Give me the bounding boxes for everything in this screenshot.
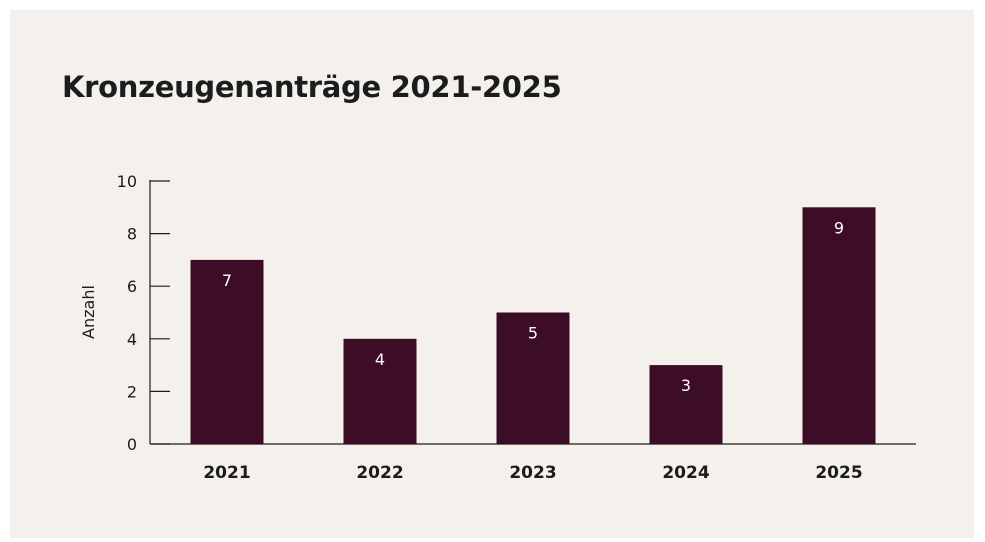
bar-2025 — [802, 207, 876, 444]
data-label: 3 — [681, 376, 691, 395]
y-tick-label: 2 — [127, 382, 137, 401]
y-tick-label: 8 — [127, 225, 137, 244]
x-tick-label: 2025 — [815, 463, 862, 483]
y-axis-label: Anzahl — [79, 285, 98, 339]
chart-bars — [190, 207, 876, 444]
x-tick-label: 2021 — [203, 463, 250, 483]
bar-2022 — [343, 338, 417, 444]
x-tick-label: 2024 — [662, 463, 709, 483]
bar-2021 — [190, 259, 264, 444]
bar-2024 — [649, 365, 723, 444]
data-label: 9 — [834, 218, 844, 237]
chart-labels: 0 2 4 6 8 10 Anzahl 7 2021 4 2022 5 2023 3 2024 9 2025 — [79, 172, 863, 483]
y-tick-label: 0 — [127, 435, 137, 454]
chart-axes — [149, 180, 916, 445]
chart-title: Kronzeugenanträge 2021-2025 — [62, 70, 562, 104]
data-label: 7 — [222, 271, 232, 290]
x-tick-label: 2022 — [356, 463, 403, 483]
y-tick-label: 10 — [117, 172, 137, 191]
bar-2023 — [496, 312, 570, 444]
data-label: 5 — [528, 324, 538, 343]
y-tick-label: 4 — [127, 330, 137, 349]
data-label: 4 — [375, 350, 385, 369]
x-tick-label: 2023 — [509, 463, 556, 483]
y-tick-label: 6 — [127, 277, 137, 296]
